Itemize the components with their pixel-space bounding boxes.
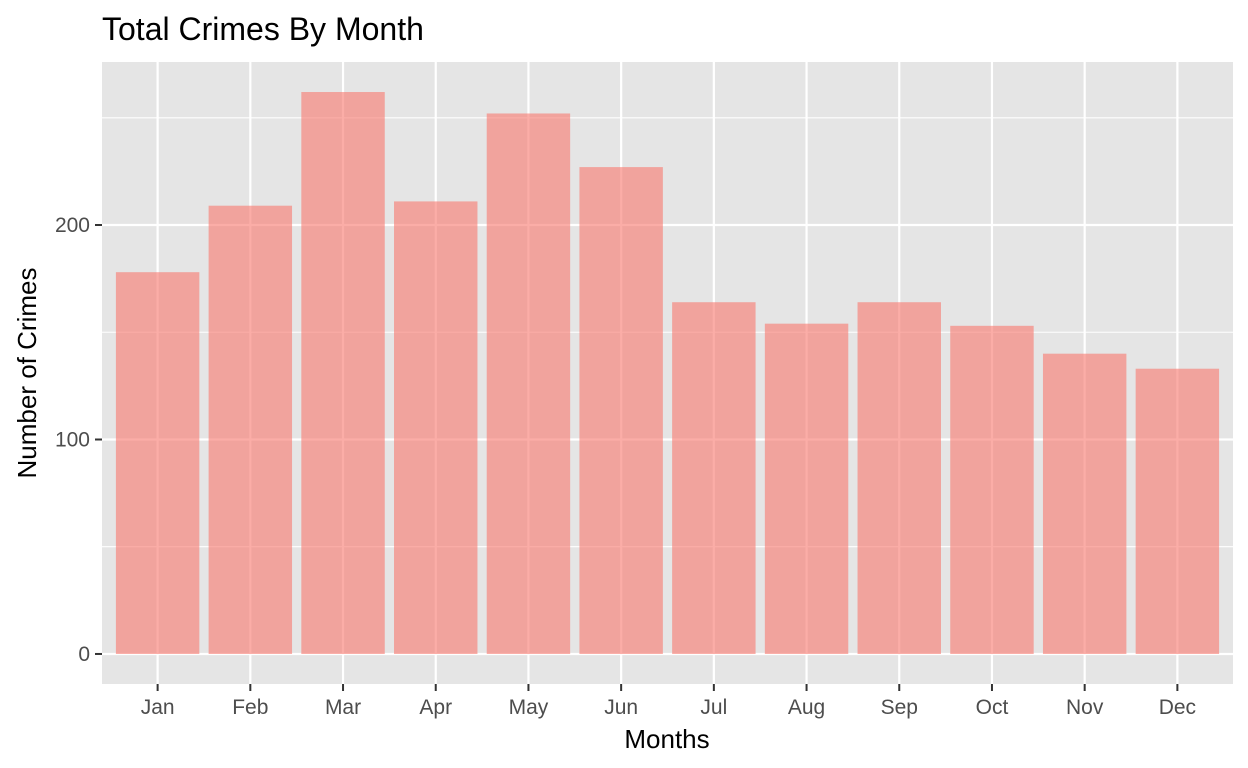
y-tick-label: 200 bbox=[55, 214, 90, 237]
x-tick-label: Nov bbox=[1066, 696, 1104, 719]
x-tick-label: Jul bbox=[700, 696, 727, 719]
x-tick-label: Oct bbox=[976, 696, 1009, 719]
chart-title: Total Crimes By Month bbox=[102, 11, 424, 47]
bar-nov bbox=[1042, 353, 1127, 654]
x-tick-label: Jan bbox=[141, 696, 175, 719]
x-tick-label: Aug bbox=[788, 696, 825, 719]
bar-oct bbox=[950, 325, 1034, 654]
x-tick-label: May bbox=[509, 696, 549, 719]
x-axis-ticks: Jan Feb Mar Apr May Jun Jul Aug Sep Oct Nov Dec bbox=[141, 684, 1196, 719]
bar-aug bbox=[764, 323, 849, 654]
bar-jun bbox=[579, 167, 663, 654]
y-tick-label: 0 bbox=[78, 643, 90, 666]
x-axis-title: Months bbox=[624, 724, 709, 754]
bar-sep bbox=[857, 302, 941, 654]
x-tick-label: Apr bbox=[419, 696, 452, 719]
bar-dec bbox=[1135, 368, 1220, 654]
x-tick-label: Mar bbox=[325, 696, 361, 719]
x-tick-label: Dec bbox=[1159, 696, 1196, 719]
bar-jul bbox=[672, 302, 756, 654]
x-tick-label: Sep bbox=[881, 696, 918, 719]
x-tick-label: Feb bbox=[232, 696, 268, 719]
bar-apr bbox=[394, 201, 478, 654]
bars bbox=[115, 92, 1220, 654]
x-tick-label: Jun bbox=[604, 696, 638, 719]
y-tick-label: 100 bbox=[55, 428, 90, 451]
bar-feb bbox=[208, 205, 293, 654]
bar-jan bbox=[115, 272, 200, 654]
y-axis-title: Number of Crimes bbox=[12, 268, 42, 479]
bar-mar bbox=[301, 92, 385, 654]
bar-may bbox=[486, 113, 571, 654]
y-axis-ticks: 0 100 200 bbox=[55, 214, 102, 666]
